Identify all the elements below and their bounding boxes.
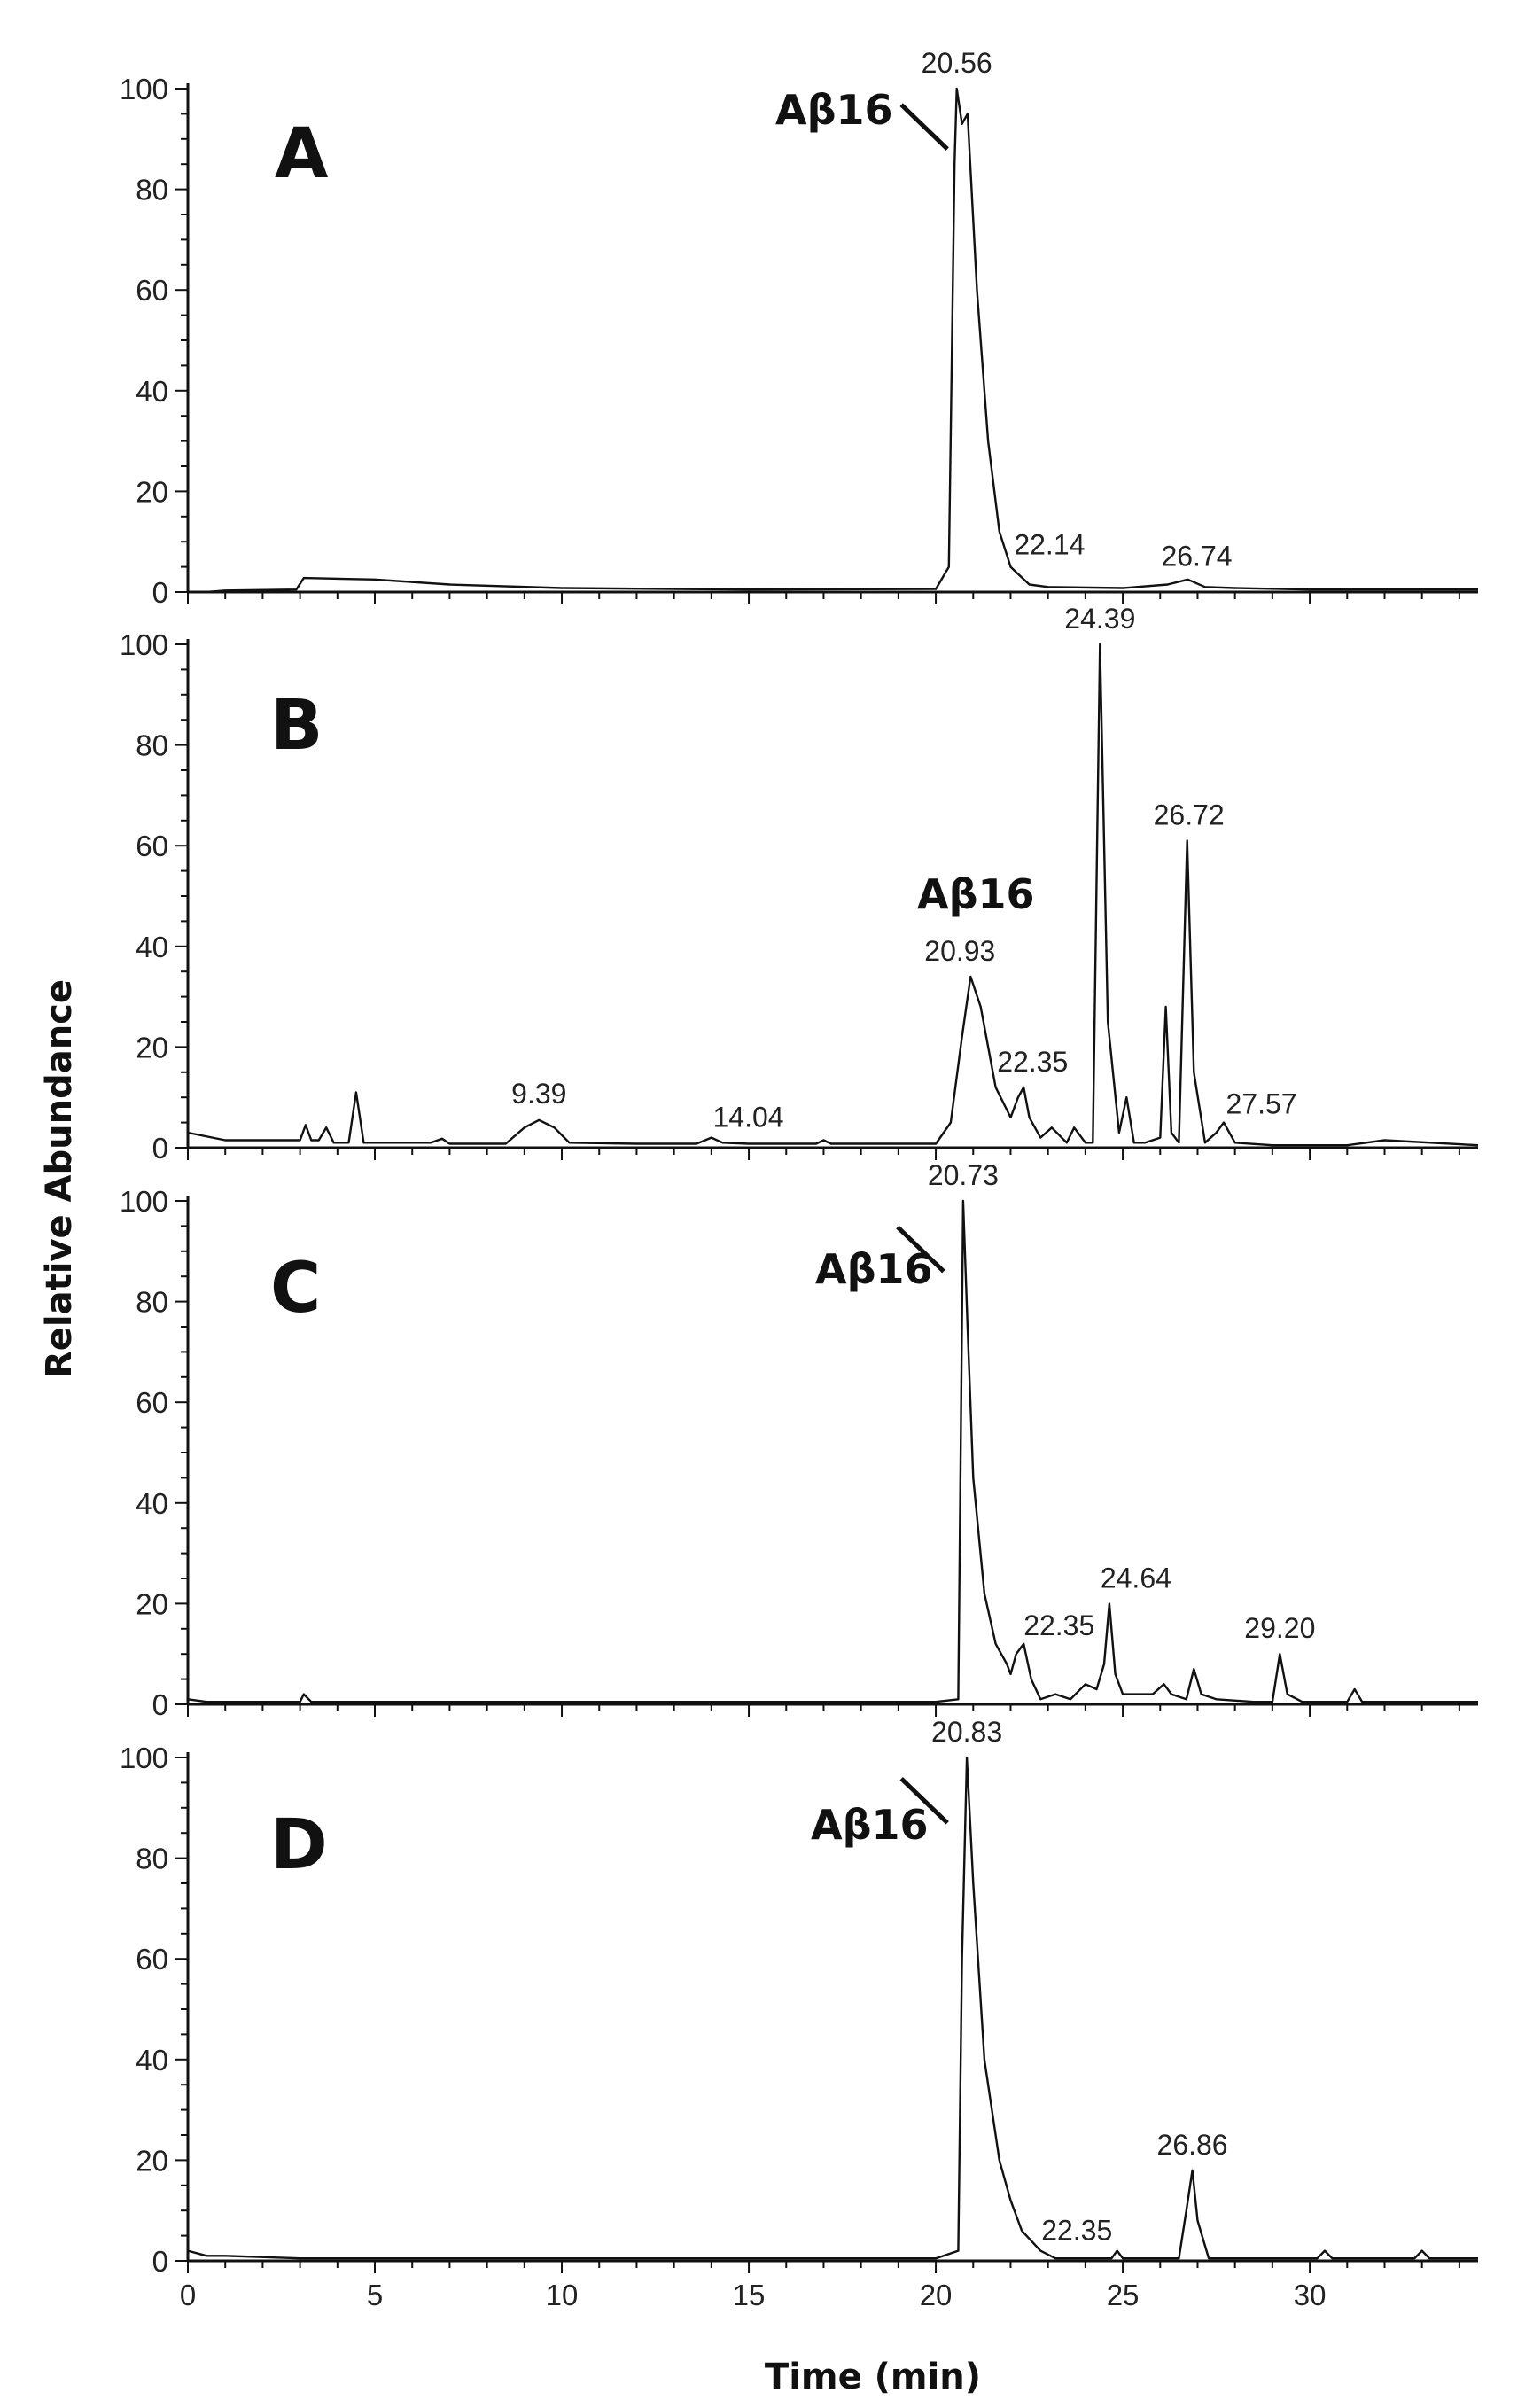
chromatogram-trace-d	[187, 1756, 1478, 2260]
peak-label: 22.35	[997, 1046, 1068, 1078]
peak-label: 26.72	[1154, 799, 1225, 831]
peak-label: 9.39	[511, 1078, 566, 1110]
panel-letter-b: B	[270, 686, 323, 766]
y-tick-label: 100	[120, 628, 168, 661]
panel-letter-c: C	[270, 1249, 321, 1329]
abeta16-annotation: Aβ16	[811, 1801, 929, 1849]
y-tick-label: 100	[120, 1742, 168, 1774]
chromatogram-trace-c	[187, 1199, 1478, 1703]
abeta16-annotation: Aβ16	[917, 870, 1035, 918]
y-tick-label: 0	[152, 576, 168, 609]
peak-label: 26.74	[1161, 541, 1232, 573]
panel-b: 0 20 40 60 80 100 24.39 26.72 20.93 22.35 9.39 14.0…	[120, 603, 1479, 1165]
peak-label: 26.86	[1157, 2129, 1228, 2161]
chromatogram-trace-a	[188, 87, 1478, 594]
y-tick-label: 60	[136, 1386, 168, 1419]
annotation-pointer-line	[899, 103, 949, 151]
y-tick-label: 40	[136, 1487, 168, 1520]
panel-letter-d: D	[270, 1805, 328, 1885]
y-tick-label: 80	[136, 1843, 168, 1875]
y-tick-label: 60	[136, 1943, 168, 1975]
abeta16-annotation: Aβ16	[775, 86, 893, 134]
y-tick-label: 40	[136, 931, 168, 963]
panel-letter-a: A	[275, 114, 328, 194]
y-tick-label: 60	[136, 830, 168, 862]
abeta16-annotation: Aβ16	[815, 1245, 933, 1293]
peak-label: 20.83	[931, 1716, 1002, 1748]
peak-label: 22.35	[1041, 2215, 1112, 2247]
peak-label: 22.14	[1014, 529, 1085, 561]
x-tick-label: 25	[1107, 2279, 1140, 2311]
y-tick-label: 60	[136, 274, 168, 307]
annotation-pointer-line	[899, 1777, 949, 1825]
panel-a: 0 20 40 60 80 100 20.56 22.14 26.74 A Aβ16	[120, 47, 1478, 609]
chromatogram-trace-b	[187, 643, 1479, 1147]
peak-label: 20.56	[922, 47, 992, 79]
y-tick-label: 20	[136, 1031, 168, 1064]
peak-label: 27.57	[1226, 1088, 1296, 1120]
x-axis-title: Time (min)	[765, 2357, 981, 2397]
x-tick-label: 10	[546, 2279, 579, 2311]
y-tick-label: 20	[136, 475, 168, 508]
peak-label: 20.93	[924, 935, 995, 967]
peak-label: 29.20	[1244, 1612, 1315, 1644]
y-tick-label: 20	[136, 2144, 168, 2177]
y-tick-label: 100	[120, 73, 168, 105]
x-tick-label: 0	[180, 2279, 196, 2311]
y-tick-label: 0	[152, 2245, 168, 2278]
y-tick-label: 80	[136, 174, 168, 207]
y-tick-label: 40	[136, 375, 168, 408]
annotation-pointer-line	[896, 1225, 945, 1274]
y-tick-label: 100	[120, 1185, 168, 1218]
y-tick-label: 0	[152, 1688, 168, 1721]
peak-label: 20.73	[928, 1159, 999, 1191]
y-tick-label: 20	[136, 1587, 168, 1620]
peak-label: 14.04	[712, 1102, 783, 1134]
x-tick-label: 20	[920, 2279, 953, 2311]
panel-d: 0 20 40 60 80 100 0 5 10 15 20 25 30 20.83 22.35 26.86 D…	[120, 1716, 1478, 2311]
x-tick-label: 30	[1294, 2279, 1327, 2311]
peak-label: 24.39	[1064, 603, 1135, 635]
y-tick-label: 40	[136, 2044, 168, 2077]
peak-label: 24.64	[1101, 1562, 1171, 1594]
y-axis-title: Relative Abundance	[39, 979, 80, 1378]
peak-label: 22.35	[1023, 1609, 1094, 1641]
y-tick-label: 80	[136, 1286, 168, 1319]
x-tick-label: 15	[733, 2279, 766, 2311]
x-tick-label: 5	[367, 2279, 383, 2311]
y-tick-label: 0	[152, 1132, 168, 1165]
y-tick-label: 80	[136, 729, 168, 762]
